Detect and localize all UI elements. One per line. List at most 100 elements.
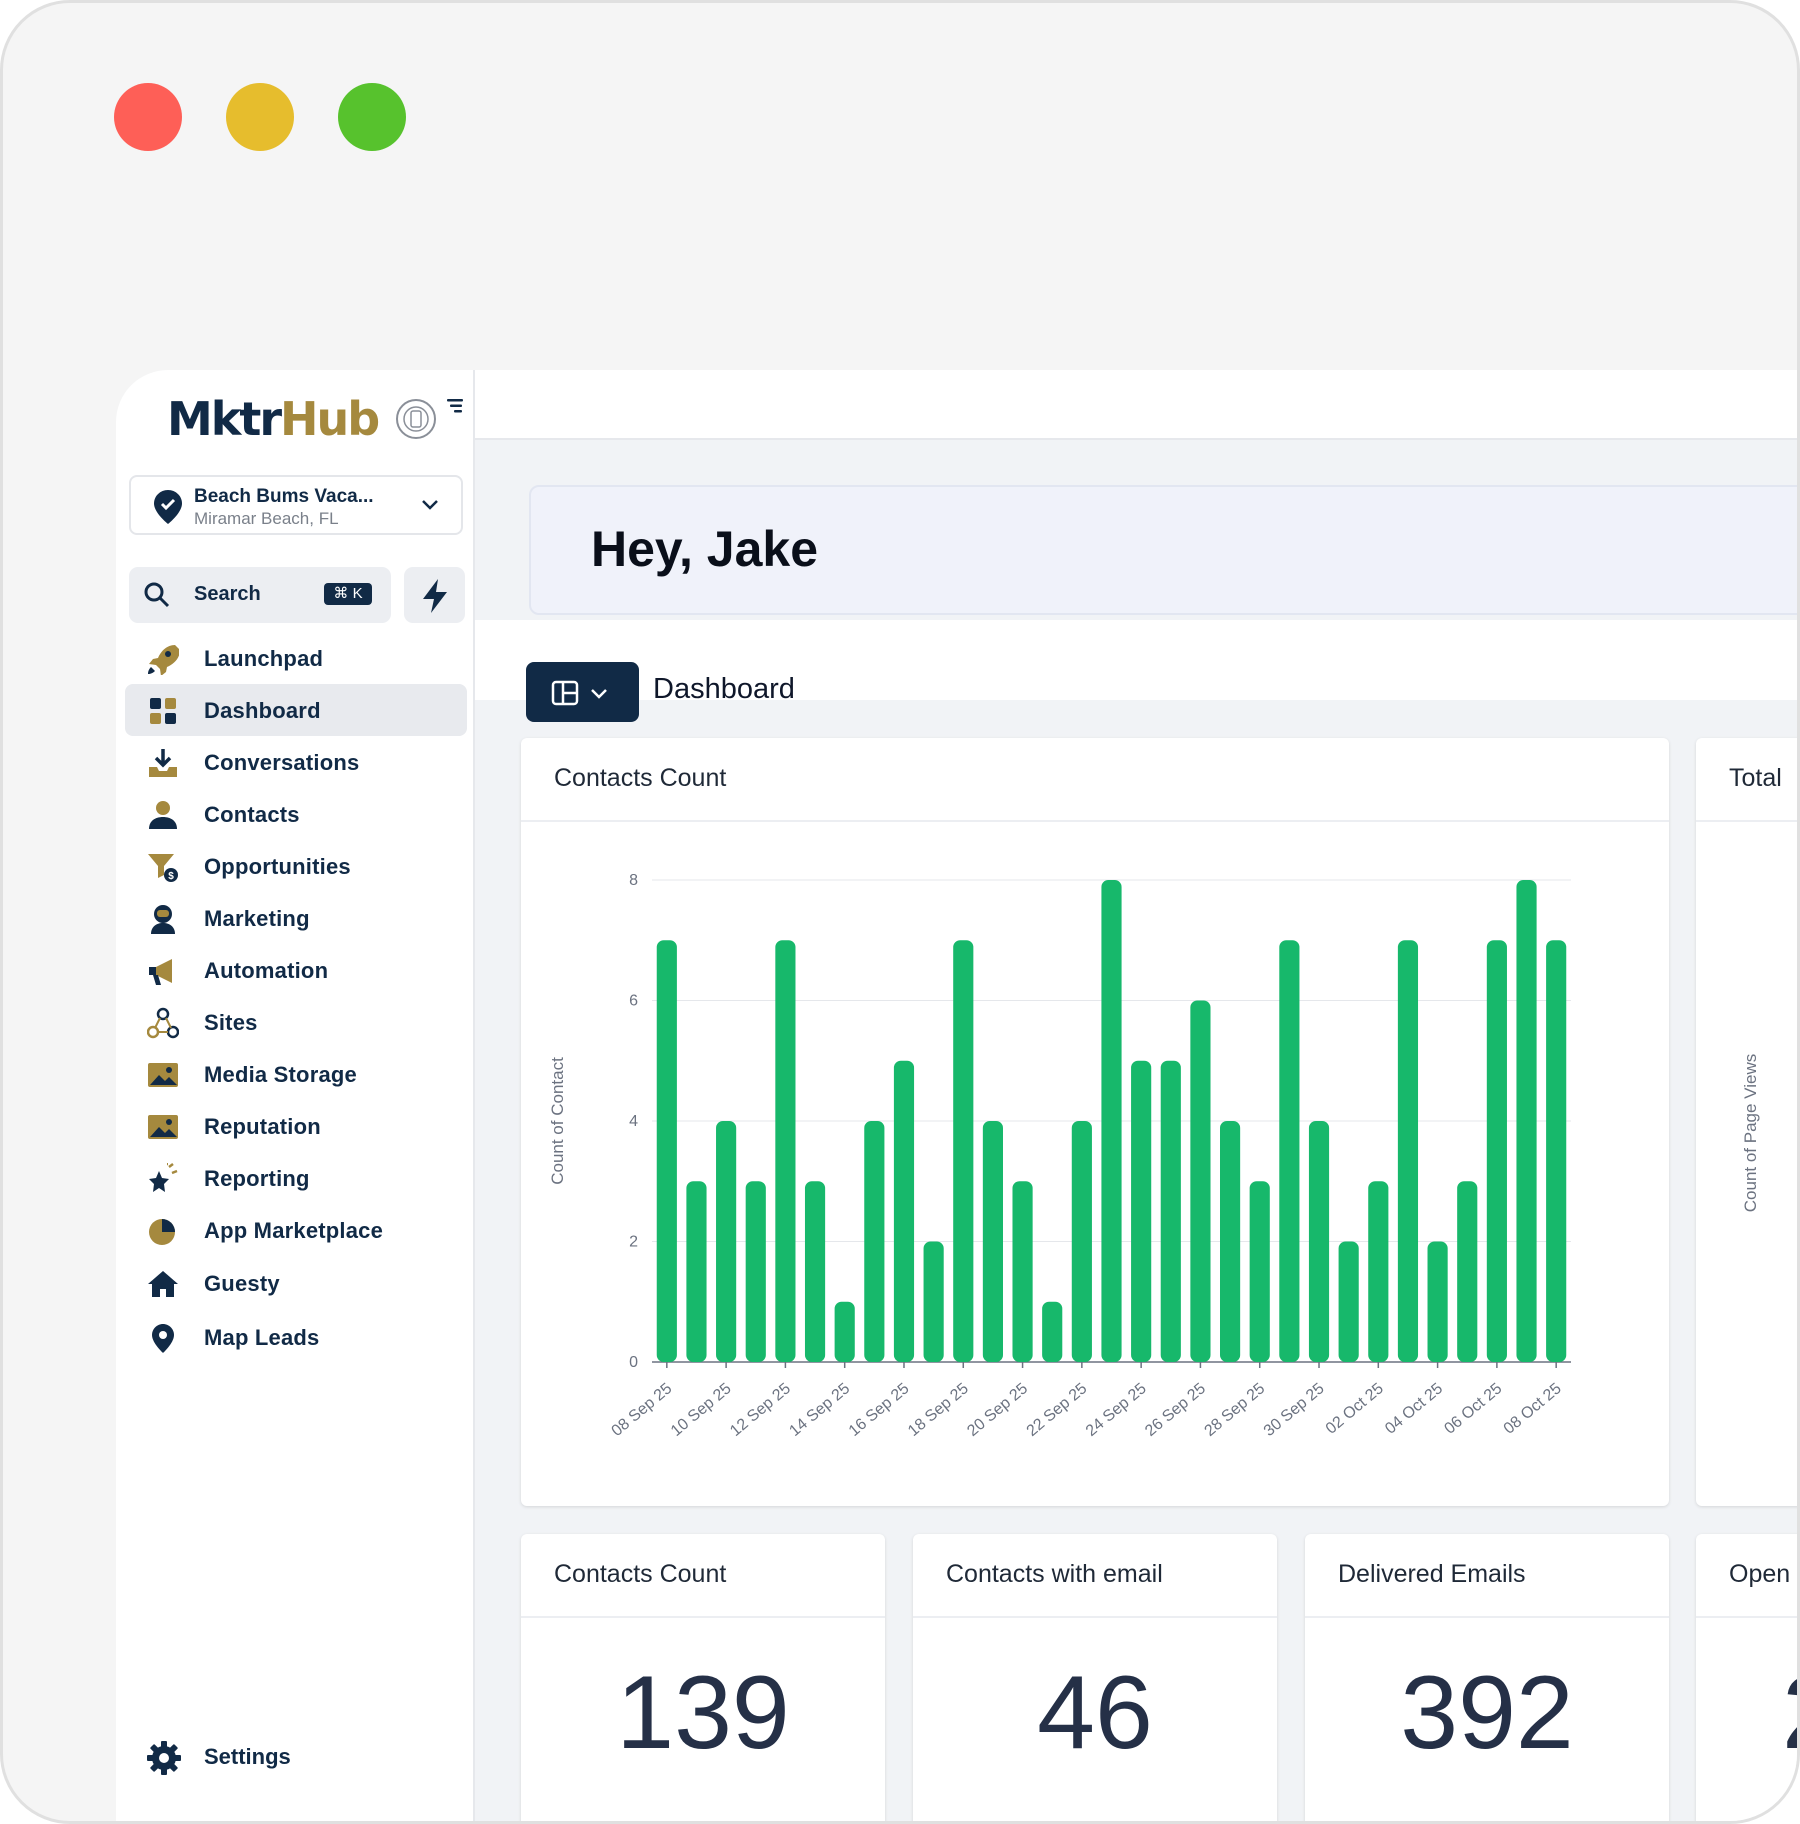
network-icon — [147, 1007, 179, 1039]
location-city: Miramar Beach, FL — [194, 509, 339, 528]
card-header: Contacts with email — [913, 1534, 1277, 1618]
search-icon — [144, 582, 170, 608]
sidebar-item-label: Reputation — [204, 1114, 321, 1139]
bar[interactable] — [656, 940, 677, 1362]
bar[interactable] — [1368, 1181, 1389, 1362]
dashboard-grid-icon — [150, 698, 176, 724]
sidebar-item-media-storage[interactable]: Media Storage — [125, 1048, 467, 1100]
dashboard-title: Dashboard — [653, 673, 795, 705]
bar[interactable] — [1486, 940, 1507, 1362]
sidebar-item-marketing[interactable]: Marketing — [125, 892, 467, 944]
bar[interactable] — [775, 940, 796, 1362]
sidebar-item-dashboard[interactable]: Dashboard — [125, 684, 467, 736]
sidebar-item-sites[interactable]: Sites — [125, 996, 467, 1048]
bar[interactable] — [1427, 1241, 1448, 1363]
bar[interactable] — [1338, 1241, 1359, 1363]
quick-actions-button[interactable] — [404, 567, 465, 623]
bar[interactable] — [1279, 940, 1300, 1362]
sidebar-item-map-leads[interactable]: Map Leads — [125, 1311, 467, 1363]
x-tick-label: 10 Sep 25 — [668, 1380, 735, 1440]
lightning-bolt-icon — [423, 579, 447, 613]
bar[interactable] — [864, 1121, 885, 1362]
image-icon — [148, 1115, 178, 1139]
bar[interactable] — [1220, 1121, 1241, 1362]
bar[interactable] — [953, 940, 974, 1362]
stat-card-title: Contacts Count — [554, 1560, 727, 1588]
bar[interactable] — [893, 1060, 915, 1362]
window-close-dot[interactable] — [114, 83, 182, 151]
stat-card-value: 2 — [1782, 1654, 1797, 1773]
image-icon — [148, 1063, 178, 1087]
sidebar-item-launchpad[interactable]: Launchpad — [125, 632, 467, 684]
x-tick-label: 04 Oct 25 — [1382, 1380, 1446, 1438]
contacts-chart-title: Contacts Count — [554, 764, 727, 792]
sidebar: MktrHub Beach Bums Vaca... Miramar Be — [116, 370, 475, 1821]
bar[interactable] — [1071, 1121, 1092, 1362]
x-tick-label: 12 Sep 25 — [727, 1380, 794, 1440]
x-tick-label: 08 Oct 25 — [1501, 1380, 1565, 1438]
sidebar-item-reputation[interactable]: Reputation — [125, 1100, 467, 1152]
y-tick-label: 0 — [629, 1354, 638, 1371]
x-tick-label: 18 Sep 25 — [905, 1380, 972, 1440]
x-tick-label: 02 Oct 25 — [1323, 1380, 1387, 1438]
bar[interactable] — [1160, 1060, 1181, 1362]
sidebar-item-reporting[interactable]: Reporting — [125, 1152, 467, 1204]
bar[interactable] — [1546, 940, 1567, 1362]
sidebar-item-label: Opportunities — [204, 854, 351, 879]
bar[interactable] — [982, 1121, 1003, 1362]
brand-globe-icon — [396, 399, 437, 439]
home-icon — [148, 1271, 178, 1297]
bar[interactable] — [1249, 1181, 1270, 1362]
brand-name-part2: Hub — [280, 392, 380, 446]
stat-card-value: 46 — [1037, 1655, 1153, 1771]
sidebar-item-app-marketplace[interactable]: App Marketplace — [125, 1204, 467, 1256]
sidebar-item-label: App Marketplace — [204, 1218, 384, 1243]
x-tick-label: 06 Oct 25 — [1441, 1380, 1505, 1438]
window-minimize-dot[interactable] — [226, 83, 294, 151]
layout-panel-icon — [551, 680, 579, 706]
location-switcher[interactable]: Beach Bums Vaca... Miramar Beach, FL — [129, 475, 463, 535]
location-pin-icon — [154, 490, 182, 524]
map-pin-icon — [152, 1324, 174, 1353]
bar[interactable] — [716, 1121, 737, 1362]
x-tick-label: 14 Sep 25 — [786, 1380, 853, 1440]
sidebar-item-opportunities[interactable]: $ Opportunities — [125, 840, 467, 892]
x-tick-label: 16 Sep 25 — [846, 1380, 913, 1440]
bar[interactable] — [1397, 940, 1419, 1362]
astronaut-icon — [151, 905, 175, 934]
dashboard-switcher-button[interactable] — [526, 662, 639, 722]
sidebar-item-automation[interactable]: Automation — [125, 944, 467, 996]
bar[interactable] — [1190, 1000, 1211, 1363]
top-bar — [475, 370, 1797, 440]
bar[interactable] — [745, 1181, 766, 1362]
bar[interactable] — [1308, 1121, 1330, 1362]
sidebar-item-guesty[interactable]: Guesty — [125, 1257, 467, 1309]
bar[interactable] — [1012, 1181, 1033, 1362]
collapse-menu-icon[interactable] — [446, 398, 464, 414]
bar[interactable] — [804, 1181, 826, 1362]
card-header: Contacts Count — [521, 738, 1669, 822]
bar[interactable] — [1131, 1060, 1152, 1362]
card-header: Open — [1696, 1534, 1797, 1618]
x-tick-label: 22 Sep 25 — [1024, 1380, 1091, 1440]
bar[interactable] — [1101, 880, 1122, 1362]
bar[interactable] — [1042, 1301, 1063, 1362]
bar[interactable] — [686, 1181, 707, 1362]
card-header: Contacts Count — [521, 1534, 885, 1618]
brand-logo[interactable]: MktrHub — [167, 392, 438, 446]
bar[interactable] — [1516, 880, 1537, 1362]
bar[interactable] — [923, 1241, 944, 1363]
settings-link[interactable]: Settings — [146, 1740, 291, 1781]
window-maximize-dot[interactable] — [338, 83, 406, 151]
search-button[interactable]: Search ⌘ K — [129, 567, 391, 623]
sidebar-item-label: Contacts — [204, 802, 300, 827]
sidebar-item-contacts[interactable]: Contacts — [125, 788, 467, 840]
app-window: MktrHub Beach Bums Vaca... Miramar Be — [116, 370, 1797, 1821]
stat-card-contacts-count: Contacts Count 139 — [521, 1534, 885, 1821]
sidebar-item-label: Launchpad — [204, 646, 324, 671]
bar[interactable] — [1457, 1181, 1478, 1362]
y-tick-label: 8 — [629, 872, 638, 889]
bar[interactable] — [834, 1301, 855, 1362]
sidebar-item-conversations[interactable]: Conversations — [125, 736, 467, 788]
